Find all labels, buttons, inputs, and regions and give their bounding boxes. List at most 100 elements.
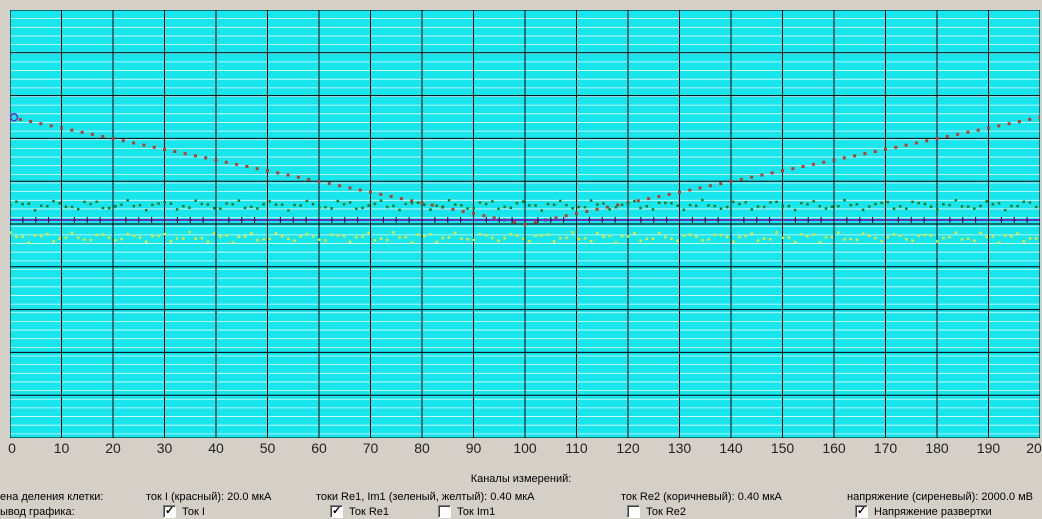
checkbox-tok-i[interactable]: ✓ Ток I bbox=[163, 505, 205, 518]
re1-point bbox=[83, 200, 86, 204]
current-i-point bbox=[183, 152, 187, 156]
x-tick-label: 40 bbox=[208, 440, 224, 456]
checkbox-box[interactable]: ✓ bbox=[855, 505, 868, 518]
im1-point bbox=[948, 235, 951, 239]
current-i-point bbox=[678, 190, 681, 194]
checkbox-box[interactable] bbox=[438, 505, 451, 518]
x-tick-label: 100 bbox=[513, 440, 537, 456]
re1-point bbox=[682, 208, 686, 212]
re1-point bbox=[701, 198, 704, 202]
x-tick-label: 120 bbox=[616, 440, 640, 456]
checkbox-tok-re2[interactable]: Ток Re2 bbox=[627, 505, 686, 518]
current-i-point bbox=[832, 158, 836, 162]
current-i-point bbox=[914, 141, 918, 145]
re1-point bbox=[132, 204, 136, 208]
im1-point bbox=[583, 237, 587, 240]
im1-point bbox=[200, 236, 204, 240]
im1-point bbox=[633, 232, 636, 235]
re1-point bbox=[76, 207, 80, 211]
im1-point bbox=[874, 236, 877, 240]
re1-point bbox=[540, 209, 543, 212]
re1-point bbox=[342, 202, 346, 206]
x-tick-label: 60 bbox=[311, 440, 327, 456]
im1-point bbox=[917, 234, 920, 238]
im1-point bbox=[262, 237, 265, 241]
im1-point bbox=[39, 234, 43, 238]
im1-point bbox=[855, 238, 859, 242]
im1-point bbox=[546, 233, 550, 236]
current-i-point bbox=[369, 190, 372, 194]
im1-point bbox=[787, 236, 791, 239]
im1-point bbox=[608, 234, 611, 238]
re1-point bbox=[367, 204, 370, 207]
current-i-point bbox=[235, 162, 239, 166]
re1-point bbox=[410, 201, 414, 205]
current-i-point bbox=[729, 179, 733, 183]
re1-point bbox=[521, 200, 525, 203]
im1-point bbox=[898, 234, 902, 237]
checkbox-box[interactable]: ✓ bbox=[330, 505, 343, 518]
re1-point bbox=[639, 206, 642, 210]
current-i-point bbox=[111, 137, 115, 141]
im1-point bbox=[571, 231, 574, 234]
im1-point bbox=[212, 232, 216, 235]
im1-point bbox=[886, 235, 890, 239]
im1-point bbox=[528, 239, 531, 243]
re1-point bbox=[33, 209, 37, 212]
im1-point bbox=[52, 240, 55, 243]
x-tick-label: 90 bbox=[465, 440, 482, 456]
re1-point bbox=[225, 202, 228, 205]
re2-scale-text: ток Re2 (коричневый): 0.40 мкА bbox=[621, 491, 782, 503]
im1-point bbox=[503, 236, 506, 240]
re1-point bbox=[15, 200, 18, 203]
re1-point bbox=[633, 199, 636, 203]
current-i-point bbox=[173, 150, 177, 154]
re1-point bbox=[274, 203, 278, 206]
im1-point bbox=[997, 241, 1001, 244]
im1-point bbox=[182, 237, 185, 240]
im1-point bbox=[367, 231, 370, 235]
checkbox-box[interactable]: ✓ bbox=[163, 505, 176, 518]
current-i-point bbox=[739, 177, 743, 181]
re1-point bbox=[596, 203, 599, 206]
x-tick-label: 0 bbox=[8, 440, 16, 456]
current-i-point bbox=[101, 135, 105, 139]
im1-point bbox=[713, 233, 717, 237]
re1-point bbox=[670, 201, 673, 205]
im1-point bbox=[299, 235, 302, 238]
current-i-point bbox=[976, 128, 980, 132]
im1-point bbox=[324, 239, 327, 242]
checkbox-voltage-sweep[interactable]: ✓ Напряжение развертки bbox=[855, 505, 992, 518]
im1-point bbox=[744, 234, 747, 238]
re1-point bbox=[95, 200, 99, 204]
re1-point bbox=[843, 198, 846, 202]
re1-point bbox=[559, 199, 562, 203]
im1-point bbox=[960, 238, 964, 241]
im1-point bbox=[460, 237, 463, 240]
im1-point bbox=[837, 231, 840, 234]
x-tick-label: 140 bbox=[719, 440, 743, 456]
re1-point bbox=[707, 204, 710, 207]
im1-point bbox=[824, 236, 828, 239]
re1-point bbox=[503, 205, 506, 209]
re1-point bbox=[250, 205, 253, 209]
im1-point bbox=[361, 235, 364, 238]
current-i-point bbox=[142, 143, 146, 147]
re1-point bbox=[231, 203, 234, 206]
checkbox-box[interactable] bbox=[627, 505, 640, 518]
current-i-point bbox=[884, 147, 887, 151]
im1-point bbox=[670, 237, 673, 241]
re1-point bbox=[404, 202, 408, 206]
re1-point bbox=[812, 200, 815, 203]
current-i-point bbox=[956, 132, 960, 136]
current-i-point bbox=[842, 156, 846, 160]
checkbox-tok-re1[interactable]: ✓ Ток Re1 bbox=[330, 505, 389, 518]
checkbox-tok-im1[interactable]: Ток Im1 bbox=[438, 505, 495, 518]
im1-point bbox=[812, 233, 815, 236]
im1-point bbox=[880, 239, 883, 243]
re1-point bbox=[929, 205, 933, 208]
im1-point bbox=[645, 237, 649, 241]
current-i-point bbox=[904, 143, 908, 147]
re1-point bbox=[169, 202, 173, 205]
current-i-point bbox=[698, 186, 702, 190]
